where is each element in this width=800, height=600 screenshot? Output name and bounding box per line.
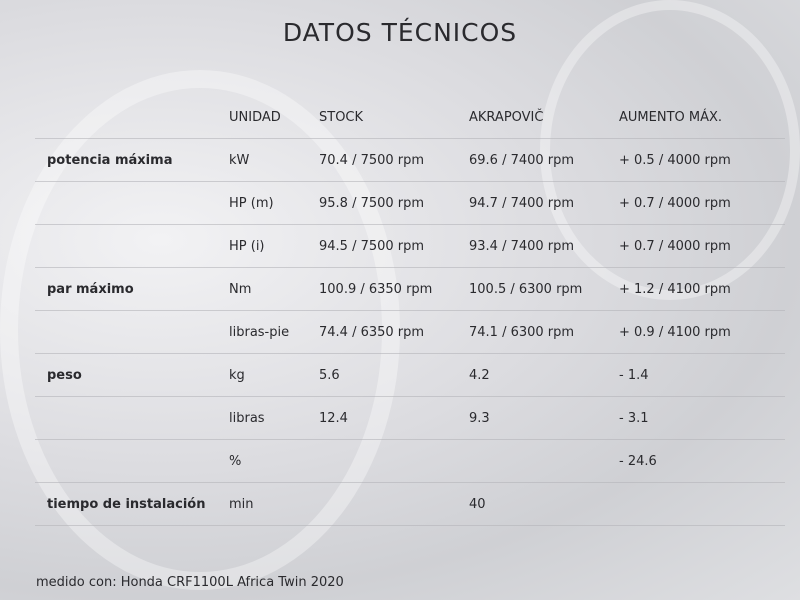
unit-cell: Nm <box>229 282 252 297</box>
akrapovic-cell: 9.3 <box>469 411 490 426</box>
stock-cell: 5.6 <box>319 368 340 383</box>
increase-cell: - 24.6 <box>619 454 657 469</box>
stock-cell: 74.4 / 6350 rpm <box>319 325 425 340</box>
table-row: HP (i) 94.5 / 7500 rpm 93.4 / 7400 rpm + 0.… <box>35 225 785 268</box>
unit-cell: % <box>229 454 242 469</box>
akrapovic-cell: 74.1 / 6300 rpm <box>469 325 575 340</box>
row-label: par máximo <box>47 282 134 297</box>
stock-cell: 95.8 / 7500 rpm <box>319 196 425 211</box>
akrapovic-cell: 69.6 / 7400 rpm <box>469 153 575 168</box>
table-header-row: UNIDAD STOCK AKRAPOVIČ AUMENTO MÁX. <box>35 96 785 139</box>
increase-cell: - 1.4 <box>619 368 649 383</box>
table-row: peso kg 5.6 4.2 - 1.4 <box>35 354 785 397</box>
header-aumento: AUMENTO MÁX. <box>619 110 723 125</box>
increase-cell: + 0.5 / 4000 rpm <box>619 153 731 168</box>
akrapovic-cell: 40 <box>469 497 486 512</box>
stock-cell: 12.4 <box>319 411 348 426</box>
table-row: libras 12.4 9.3 - 3.1 <box>35 397 785 440</box>
unit-cell: min <box>229 497 254 512</box>
unit-cell: libras-pie <box>229 325 290 340</box>
row-label: tiempo de instalación <box>47 497 206 512</box>
table-row: HP (m) 95.8 / 7500 rpm 94.7 / 7400 rpm + 0.… <box>35 182 785 225</box>
stock-cell: 94.5 / 7500 rpm <box>319 239 425 254</box>
akrapovic-cell: 93.4 / 7400 rpm <box>469 239 575 254</box>
unit-cell: HP (m) <box>229 196 274 211</box>
unit-cell: libras <box>229 411 265 426</box>
unit-cell: kg <box>229 368 245 383</box>
stock-cell: 100.9 / 6350 rpm <box>319 282 433 297</box>
increase-cell: - 3.1 <box>619 411 649 426</box>
row-label: peso <box>47 368 82 383</box>
footnote: medido con: Honda CRF1100L Africa Twin 2… <box>36 575 344 590</box>
table-row: tiempo de instalación min 40 <box>35 483 785 526</box>
stock-cell: 70.4 / 7500 rpm <box>319 153 425 168</box>
header-akrapovic: AKRAPOVIČ <box>469 110 544 125</box>
increase-cell: + 1.2 / 4100 rpm <box>619 282 731 297</box>
background-decoration <box>540 0 800 300</box>
unit-cell: kW <box>229 153 250 168</box>
increase-cell: + 0.9 / 4100 rpm <box>619 325 731 340</box>
increase-cell: + 0.7 / 4000 rpm <box>619 196 731 211</box>
akrapovic-cell: 4.2 <box>469 368 490 383</box>
table-row: potencia máxima kW 70.4 / 7500 rpm 69.6 / 7… <box>35 139 785 182</box>
header-stock: STOCK <box>319 110 364 125</box>
table-row: libras-pie 74.4 / 6350 rpm 74.1 / 6300 rpm… <box>35 311 785 354</box>
table-row: % - 24.6 <box>35 440 785 483</box>
table-row: par máximo Nm 100.9 / 6350 rpm 100.5 / 6300… <box>35 268 785 311</box>
row-label: potencia máxima <box>47 153 173 168</box>
unit-cell: HP (i) <box>229 239 265 254</box>
akrapovic-cell: 100.5 / 6300 rpm <box>469 282 583 297</box>
akrapovic-cell: 94.7 / 7400 rpm <box>469 196 575 211</box>
page-title: DATOS TÉCNICOS <box>282 18 518 47</box>
specs-table: UNIDAD STOCK AKRAPOVIČ AUMENTO MÁX. pote… <box>35 96 785 526</box>
header-unidad: UNIDAD <box>229 110 281 125</box>
increase-cell: + 0.7 / 4000 rpm <box>619 239 731 254</box>
